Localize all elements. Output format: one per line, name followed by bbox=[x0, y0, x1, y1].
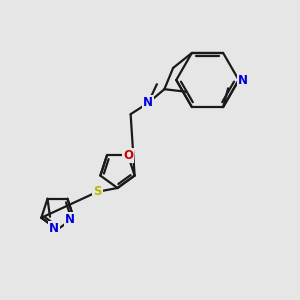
Text: S: S bbox=[93, 185, 102, 198]
Text: N: N bbox=[238, 74, 248, 86]
Text: N: N bbox=[143, 96, 153, 110]
Text: N: N bbox=[49, 222, 59, 235]
Text: O: O bbox=[123, 149, 133, 162]
Text: N: N bbox=[65, 212, 75, 226]
